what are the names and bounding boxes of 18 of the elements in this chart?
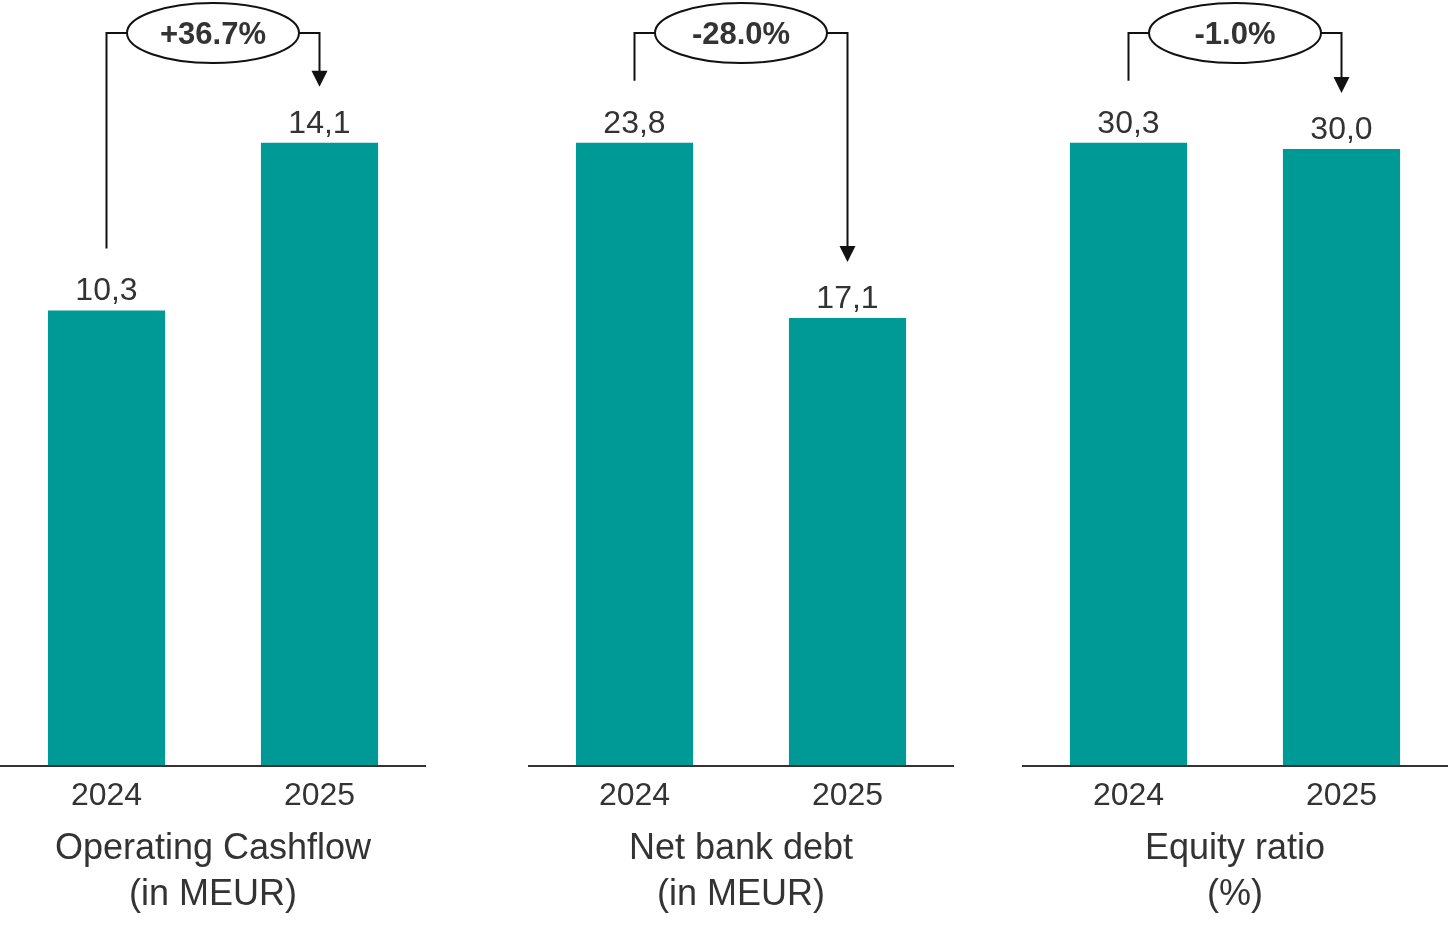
x-tick-label: 2025 [1305, 776, 1378, 813]
x-axis-title: Net bank debt (in MEUR) [628, 825, 854, 914]
text: +36.7% [159, 16, 267, 51]
data-label: 14,1 [288, 103, 351, 140]
x-tick-label: 2024 [598, 776, 671, 813]
x-tick-label: 2024 [70, 776, 143, 813]
text: -1.0% [1194, 16, 1276, 51]
x-axis-title: Operating Cashflow (in MEUR) [54, 825, 373, 914]
data-label: 30,0 [1310, 109, 1373, 146]
data-label: 17,1 [816, 278, 879, 315]
x-axis-title: Equity ratio (%) [1144, 825, 1326, 914]
data-label: 23,8 [603, 103, 666, 140]
data-label: 30,3 [1097, 103, 1160, 140]
text: -28.0% [691, 16, 791, 51]
x-tick-label: 2025 [811, 776, 884, 813]
data-label: 10,3 [75, 271, 138, 308]
x-tick-label: 2025 [283, 776, 356, 813]
x-tick-label: 2024 [1092, 776, 1165, 813]
